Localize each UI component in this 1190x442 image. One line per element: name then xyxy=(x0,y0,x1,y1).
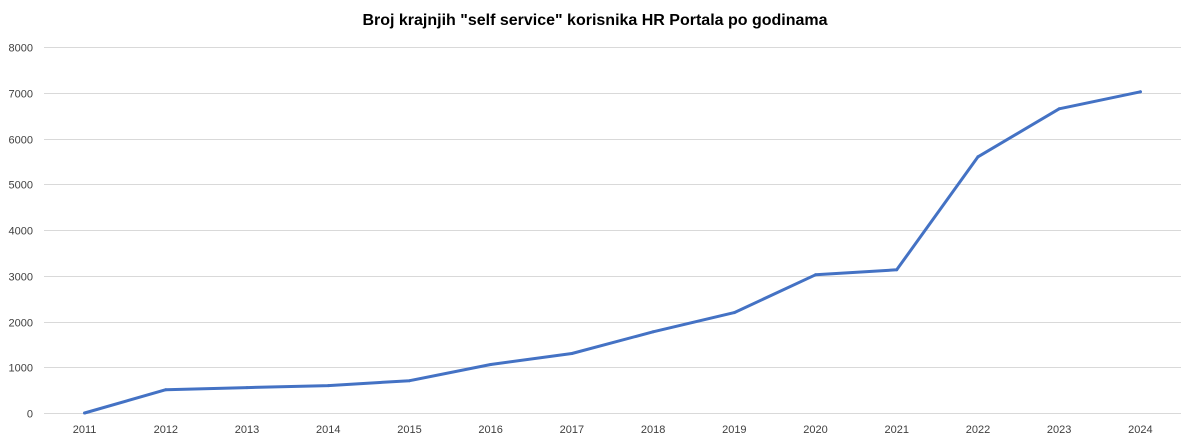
x-tick-label: 2013 xyxy=(235,424,259,436)
data-point xyxy=(489,363,493,366)
x-axis-tick-labels: 2011 2012 2013 2014 2015 2016 2017 2018 2019 2020… xyxy=(73,424,1153,436)
x-tick-label: 2018 xyxy=(641,424,665,436)
data-point xyxy=(570,352,574,355)
x-tick-label: 2017 xyxy=(560,424,584,436)
data-point xyxy=(1138,90,1142,94)
data-point xyxy=(976,155,980,159)
data-point xyxy=(245,386,249,390)
series-line xyxy=(83,90,1142,415)
y-tick-label: 3000 xyxy=(9,272,33,284)
data-point xyxy=(408,379,411,383)
x-tick-label: 2021 xyxy=(885,424,909,436)
x-tick-label: 2019 xyxy=(722,424,746,436)
x-tick-label: 2011 xyxy=(73,424,97,436)
x-tick-label: 2016 xyxy=(478,424,502,436)
x-tick-label: 2012 xyxy=(154,424,178,436)
y-tick-label: 7000 xyxy=(9,89,33,101)
x-tick-label: 2024 xyxy=(1128,424,1152,436)
y-tick-label: 8000 xyxy=(9,43,33,55)
y-tick-label: 4000 xyxy=(9,226,33,238)
data-point xyxy=(651,330,655,334)
y-tick-label: 1000 xyxy=(9,363,33,375)
data-point xyxy=(326,384,330,388)
series-layer xyxy=(83,90,1142,415)
data-point xyxy=(814,273,817,277)
x-tick-label: 2023 xyxy=(1047,424,1071,436)
gridlines xyxy=(44,47,1181,414)
y-tick-label: 2000 xyxy=(9,318,33,330)
data-point xyxy=(164,388,168,392)
data-point xyxy=(83,411,87,415)
x-tick-label: 2022 xyxy=(966,424,990,436)
x-tick-label: 2015 xyxy=(397,424,421,436)
chart-title: Broj krajnjih "self service" korisnika H… xyxy=(362,12,827,29)
data-point xyxy=(895,268,899,272)
x-tick-label: 2014 xyxy=(316,424,340,436)
x-tick-label: 2020 xyxy=(803,424,827,436)
y-axis-tick-labels: 0 1000 2000 3000 4000 5000 6000 7000 8000 xyxy=(9,43,33,421)
data-point xyxy=(1057,107,1061,111)
data-point xyxy=(732,311,736,315)
y-tick-label: 5000 xyxy=(9,180,33,192)
y-tick-label: 0 xyxy=(27,409,33,421)
y-tick-label: 6000 xyxy=(9,135,33,147)
